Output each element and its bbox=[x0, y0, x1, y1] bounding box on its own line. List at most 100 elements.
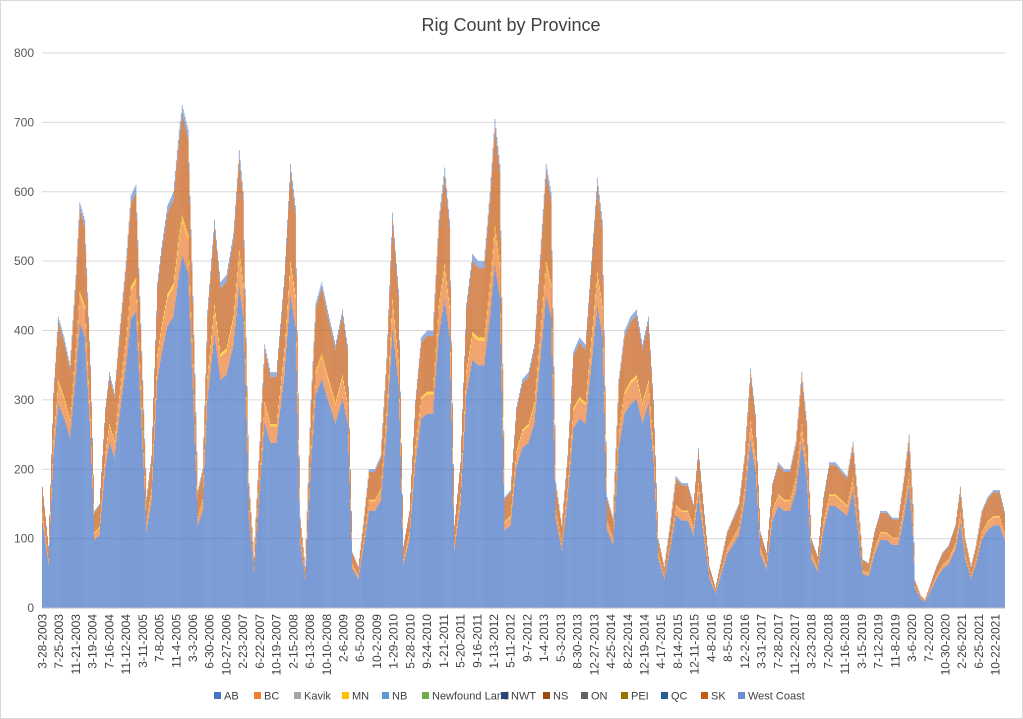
bar-segment-west-coast bbox=[545, 164, 547, 173]
bar-segment-west-coast bbox=[934, 572, 936, 573]
bar-segment-mn bbox=[396, 339, 397, 343]
bar-segment-ab bbox=[767, 561, 768, 608]
bar-segment-sk bbox=[193, 340, 195, 395]
bar-segment-ab bbox=[176, 287, 178, 608]
bar-segment-bc bbox=[248, 511, 250, 521]
bar-segment-west-coast bbox=[266, 353, 268, 359]
bar-segment-sk bbox=[401, 446, 402, 480]
bar-segment-mn bbox=[549, 279, 551, 284]
bar-segment-west-coast bbox=[942, 552, 943, 554]
bar-segment-bc bbox=[562, 534, 564, 542]
bar-segment-mn bbox=[101, 501, 102, 503]
bar-segment-bc bbox=[200, 507, 202, 517]
bar-segment-sk bbox=[866, 562, 868, 572]
bar-segment-west-coast bbox=[161, 247, 162, 255]
bar-segment-sk bbox=[142, 385, 144, 431]
bar-segment-ab bbox=[406, 552, 407, 608]
bar-segment-ab bbox=[946, 565, 947, 608]
bar-segment-bc bbox=[397, 352, 398, 376]
bar-segment-ab bbox=[748, 460, 750, 608]
bar-segment-west-coast bbox=[171, 196, 172, 205]
bar-segment-mn bbox=[324, 364, 326, 368]
bar-segment-mn bbox=[829, 494, 830, 496]
bar-segment-mn bbox=[329, 382, 331, 385]
bar-segment-sk bbox=[437, 245, 439, 320]
bar-segment-mn bbox=[768, 546, 769, 548]
bar-segment-bc bbox=[685, 511, 687, 521]
bar-segment-mn bbox=[550, 283, 552, 288]
bar-segment-ab bbox=[851, 495, 853, 608]
bar-segment-ab bbox=[844, 514, 846, 608]
bar-segment-west-coast bbox=[775, 469, 777, 473]
bar-segment-ab bbox=[350, 510, 351, 609]
bar-segment-sk bbox=[680, 484, 682, 510]
bar-segment-ab bbox=[804, 463, 806, 608]
bar-segment-sk bbox=[831, 465, 832, 495]
bar-segment-ab bbox=[134, 313, 136, 608]
bar-segment-bc bbox=[61, 394, 63, 414]
bar-segment-sk bbox=[254, 538, 256, 553]
bar-segment-ab bbox=[157, 379, 158, 608]
bar-segment-west-coast bbox=[292, 188, 294, 198]
bar-segment-mn bbox=[740, 514, 742, 516]
bar-segment-west-coast bbox=[267, 358, 269, 364]
bar-segment-sk bbox=[130, 203, 132, 287]
bar-segment-bc bbox=[946, 561, 947, 566]
bar-segment-mn bbox=[631, 379, 633, 383]
bar-segment-sk bbox=[154, 373, 155, 422]
bar-segment-mn bbox=[705, 543, 706, 544]
bar-segment-bc bbox=[730, 542, 732, 549]
bar-segment-sk bbox=[393, 232, 394, 310]
bar-segment-sk bbox=[162, 247, 163, 322]
bar-segment-bc bbox=[732, 538, 734, 545]
bar-segment-sk bbox=[290, 172, 291, 262]
bar-segment-west-coast bbox=[51, 423, 53, 428]
bar-segment-bc bbox=[769, 538, 770, 545]
bar-segment-bc bbox=[324, 367, 326, 390]
bar-segment-ab bbox=[437, 349, 439, 608]
bar-segment-bc bbox=[796, 470, 798, 484]
bar-segment-mn bbox=[766, 564, 767, 566]
bar-segment-ab bbox=[680, 519, 682, 608]
bar-segment-sk bbox=[171, 202, 173, 286]
bar-segment-bc bbox=[669, 543, 671, 550]
bar-segment-ab bbox=[404, 560, 405, 608]
bar-segment-ab bbox=[667, 559, 669, 608]
bar-segment-bc bbox=[699, 493, 700, 505]
bar-segment-sk bbox=[749, 387, 751, 433]
bar-segment-sk bbox=[302, 548, 304, 561]
bar-segment-mn bbox=[70, 406, 72, 410]
bar-segment-ab bbox=[234, 326, 236, 608]
bar-segment-west-coast bbox=[279, 335, 280, 342]
bar-segment-sk bbox=[645, 336, 646, 392]
bar-segment-bc bbox=[648, 383, 649, 405]
bar-segment-sk bbox=[478, 268, 480, 338]
bar-segment-mn bbox=[427, 391, 429, 395]
bar-segment-ab bbox=[929, 592, 931, 608]
bar-segment-bc bbox=[628, 387, 630, 408]
bar-segment-mn bbox=[181, 215, 183, 221]
bar-segment-mn bbox=[817, 567, 818, 568]
bar-segment-ab bbox=[802, 449, 804, 608]
bar-segment-west-coast bbox=[317, 295, 319, 303]
bar-segment-ab bbox=[607, 532, 609, 608]
bar-segment-mn bbox=[118, 395, 120, 398]
bar-segment-ab bbox=[309, 481, 311, 608]
bar-segment-bc bbox=[409, 533, 410, 541]
bar-segment-ab bbox=[741, 518, 743, 608]
bar-segment-mn bbox=[411, 503, 412, 505]
bar-segment-ab bbox=[117, 425, 119, 608]
bar-segment-mn bbox=[675, 505, 677, 507]
bar-segment-west-coast bbox=[579, 337, 580, 343]
bar-segment-sk bbox=[275, 376, 276, 425]
bar-segment-ab bbox=[950, 560, 951, 608]
bar-segment-bc bbox=[416, 431, 418, 448]
bar-segment-sk bbox=[705, 526, 706, 544]
bar-segment-bc bbox=[905, 493, 907, 505]
bar-segment-bc bbox=[511, 506, 513, 516]
bar-segment-west-coast bbox=[598, 194, 600, 203]
bar-segment-ab bbox=[469, 377, 470, 608]
bar-segment-mn bbox=[506, 519, 508, 521]
bar-segment-ab bbox=[209, 381, 211, 608]
bar-segment-mn bbox=[835, 495, 837, 497]
